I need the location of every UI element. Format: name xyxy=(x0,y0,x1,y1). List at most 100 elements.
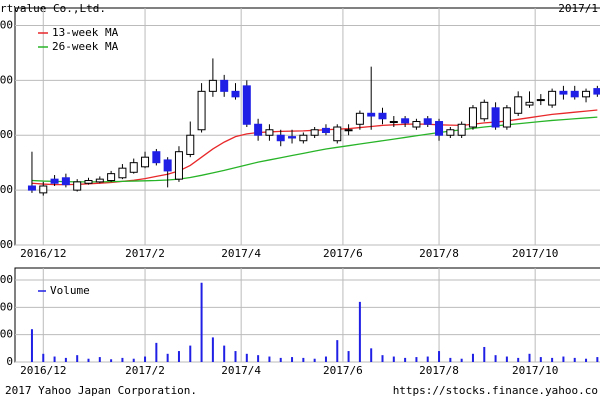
candle-body xyxy=(491,107,500,128)
volume-bar xyxy=(528,353,531,362)
volume-bar xyxy=(517,357,520,362)
candle-body xyxy=(536,99,545,102)
candle-body xyxy=(582,90,591,98)
y-tick-label: 1400 xyxy=(0,128,13,141)
candle-body xyxy=(254,123,263,136)
candle-body xyxy=(288,136,297,139)
candle-body xyxy=(321,127,330,133)
volume-bar xyxy=(494,355,497,362)
candle-body xyxy=(310,129,319,136)
candle-body xyxy=(559,90,568,95)
volume-bar xyxy=(76,355,79,362)
volume-bar xyxy=(279,357,282,362)
candle-body xyxy=(61,177,70,186)
volume-bar xyxy=(144,356,147,362)
candle-body xyxy=(174,151,183,180)
volume-bar xyxy=(426,356,429,362)
x-tick-label: 2016/12 xyxy=(20,364,66,377)
candle-body xyxy=(435,121,444,136)
candle-body xyxy=(299,134,308,142)
candle-body xyxy=(107,173,116,182)
volume-bar xyxy=(505,356,508,362)
y-tick-label: 100000 xyxy=(0,328,13,341)
volume-bar xyxy=(460,358,463,362)
volume-bar xyxy=(234,351,237,362)
volume-bar xyxy=(64,357,67,362)
candle-body xyxy=(242,85,251,125)
candle-body xyxy=(412,121,421,128)
candle-body xyxy=(468,107,477,128)
x-tick-label: 2017/8 xyxy=(419,247,459,260)
volume-bar xyxy=(268,356,271,362)
candle-body xyxy=(231,90,240,98)
candle-body xyxy=(525,101,534,106)
volume-bar xyxy=(471,353,474,362)
legend-label: 13-week MA xyxy=(52,26,119,39)
volume-bar xyxy=(155,342,158,362)
x-tick-label: 2017/10 xyxy=(512,247,558,260)
candle-body xyxy=(73,181,82,191)
volume-bar xyxy=(30,329,33,362)
volume-bar xyxy=(87,358,90,362)
candle-body xyxy=(118,167,127,179)
candle-body xyxy=(84,180,93,184)
volume-bar xyxy=(585,358,588,362)
volume-bar xyxy=(438,351,441,362)
legend-label: Volume xyxy=(50,284,90,297)
candle-body xyxy=(208,79,217,92)
volume-bar xyxy=(347,351,350,362)
volume-bar xyxy=(189,345,192,362)
candle-body xyxy=(401,118,410,124)
volume-bar xyxy=(166,353,169,362)
candle-body xyxy=(265,129,274,136)
volume-bar xyxy=(324,356,327,362)
candle-body xyxy=(514,96,523,114)
volume-bar xyxy=(404,357,407,362)
y-tick-label: 1200 xyxy=(0,183,13,196)
volume-bar xyxy=(381,355,384,362)
volume-bar xyxy=(223,345,226,362)
candle-body xyxy=(593,88,600,95)
candle-body xyxy=(344,129,353,132)
y-tick-label: 300000 xyxy=(0,273,13,286)
volume-bar xyxy=(257,355,260,362)
candle-body xyxy=(548,90,557,106)
y-tick-label: 1800 xyxy=(0,18,13,31)
x-tick-label: 2017/6 xyxy=(323,364,363,377)
volume-bar xyxy=(392,356,395,362)
candle-body xyxy=(457,123,466,136)
x-tick-label: 2016/12 xyxy=(20,247,66,260)
source-url: https://stocks.finance.yahoo.co xyxy=(393,384,598,397)
x-tick-label: 2017/6 xyxy=(323,247,363,260)
volume-bar xyxy=(449,357,452,362)
volume-bar xyxy=(110,359,113,362)
candle-body xyxy=(378,112,387,120)
candle-body xyxy=(95,178,104,183)
volume-bar xyxy=(132,358,135,362)
candle-body xyxy=(355,112,364,125)
candle-body xyxy=(39,185,48,194)
volume-bar xyxy=(539,357,542,362)
volume-bar xyxy=(302,357,305,362)
candle-body xyxy=(152,151,161,164)
legend-label: 26-week MA xyxy=(52,40,119,53)
volume-bar xyxy=(121,357,124,362)
y-tick-label: 1000 xyxy=(0,238,13,251)
candle-body xyxy=(276,134,285,142)
volume-bar xyxy=(336,340,339,362)
volume-bar xyxy=(596,357,599,362)
candle-body xyxy=(186,134,195,155)
candle-body xyxy=(163,159,172,172)
candle-body xyxy=(389,121,398,124)
volume-bar xyxy=(370,348,373,362)
candle-body xyxy=(570,90,579,98)
volume-bar xyxy=(291,357,294,362)
y-tick-label: 0 xyxy=(6,355,13,368)
volume-bar xyxy=(177,351,180,362)
candle-body xyxy=(333,126,342,142)
volume-bar xyxy=(551,357,554,362)
volume-bar xyxy=(211,337,214,362)
x-tick-label: 2017/2 xyxy=(125,364,165,377)
volume-bar xyxy=(98,357,101,362)
